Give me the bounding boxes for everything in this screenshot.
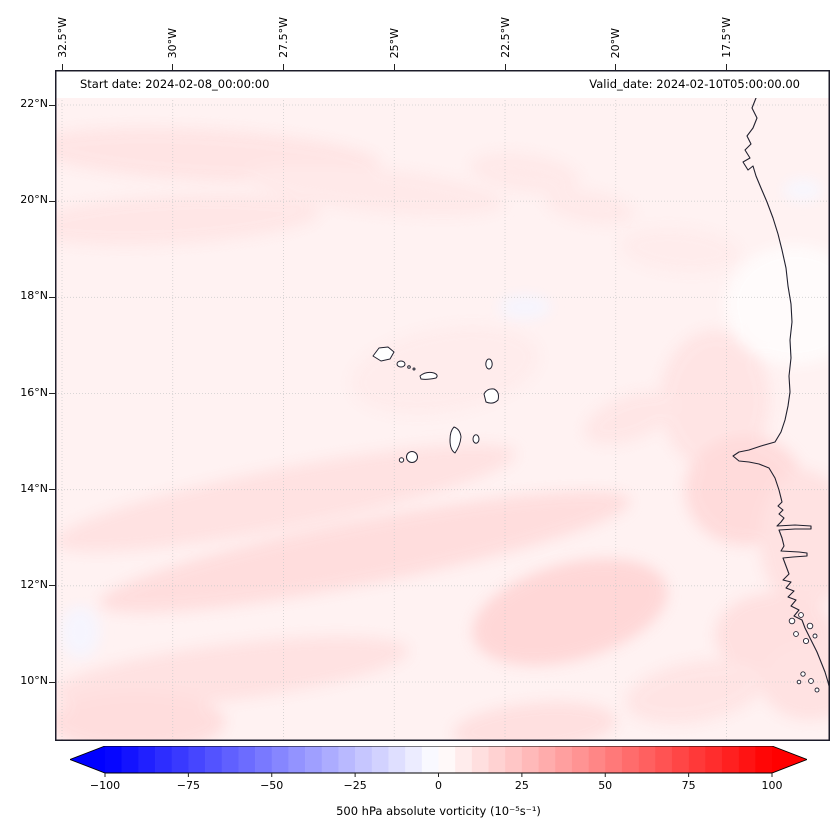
colorbar-under-arrow	[70, 746, 105, 773]
y-tick-label: 14°N	[20, 481, 48, 495]
island-maio	[472, 434, 480, 444]
island-branco	[412, 367, 416, 371]
colorbar-canvas	[68, 745, 809, 777]
x-tick-mark	[393, 64, 395, 70]
island-sao-nicolau	[419, 371, 438, 380]
start-date-label: Start date: 2024-02-08_00:00:00	[80, 77, 270, 91]
y-tick-label: 12°N	[20, 577, 48, 591]
plot-frame	[55, 70, 830, 741]
bijagos-islands	[788, 612, 820, 693]
africa-coastline	[732, 70, 830, 691]
colorbar-over-arrow	[772, 746, 807, 773]
x-tick-label: 17.5°W	[720, 17, 733, 58]
colorbar-tick-label: 25	[514, 779, 529, 792]
x-tick-mark	[615, 64, 617, 70]
graticule-gridlines	[55, 70, 830, 741]
x-tick-label: 32.5°W	[55, 17, 69, 58]
y-tick-label: 10°N	[20, 674, 48, 687]
colorbar-tick-label: 75	[681, 779, 696, 792]
y-tick-mark	[49, 681, 55, 683]
valid-date-label: Valid_date: 2024-02-10T05:00:00.00	[589, 77, 800, 91]
y-tick-mark	[49, 104, 55, 106]
map-canvas	[55, 70, 830, 741]
colorbar-tick-label: 100	[761, 779, 783, 792]
island-santiago	[449, 426, 462, 454]
x-tick-mark	[726, 64, 727, 70]
x-tick-label: 22.5°W	[498, 17, 512, 58]
y-tick-mark	[49, 296, 55, 298]
y-tick-mark	[49, 585, 55, 587]
title-band	[56, 71, 829, 98]
cape-verde-islands	[372, 346, 499, 463]
y-tick-mark	[49, 200, 55, 202]
colorbar-tick-label: −100	[89, 779, 121, 792]
colorbar-tick-marks	[104, 773, 773, 777]
island-brava	[398, 457, 405, 463]
y-tick-label: 22°N	[20, 97, 48, 110]
x-tick-label: 20°W	[609, 27, 623, 58]
y-tick-label: 20°N	[20, 193, 48, 207]
island-fogo	[406, 451, 418, 463]
x-tick-mark	[61, 64, 63, 70]
colorbar-segments	[105, 746, 773, 773]
island-sal	[485, 358, 493, 370]
x-tick-label: 25°W	[387, 27, 401, 58]
colorbar-tick-label: −75	[176, 779, 200, 792]
y-tick-label: 18°N	[20, 289, 48, 303]
colorbar-tick-label: 50	[598, 779, 613, 792]
x-tick-mark	[172, 64, 174, 70]
x-tick-label: 27.5°W	[277, 17, 290, 58]
colorbar-tick-label: −25	[343, 779, 367, 792]
colorbar	[68, 745, 809, 778]
y-tick-mark	[49, 489, 55, 491]
colorbar-tick-label: −50	[260, 779, 284, 792]
island-santo-antao	[372, 346, 395, 362]
colorbar-tick-label: 0	[435, 779, 442, 792]
colorbar-caption: 500 hPa absolute vorticity (10⁻⁵s⁻¹)	[336, 804, 541, 818]
island-sao-vicente	[396, 360, 406, 368]
map-plot: Start date: 2024-02-08_00:00:00 Valid_da…	[55, 70, 830, 741]
x-tick-label: 30°W	[166, 27, 180, 58]
island-santa-luzia	[407, 365, 411, 369]
y-tick-label: 16°N	[20, 385, 48, 399]
x-tick-mark	[283, 64, 284, 70]
island-boa-vista	[483, 388, 499, 404]
x-tick-mark	[504, 64, 506, 70]
y-tick-mark	[49, 393, 55, 394]
